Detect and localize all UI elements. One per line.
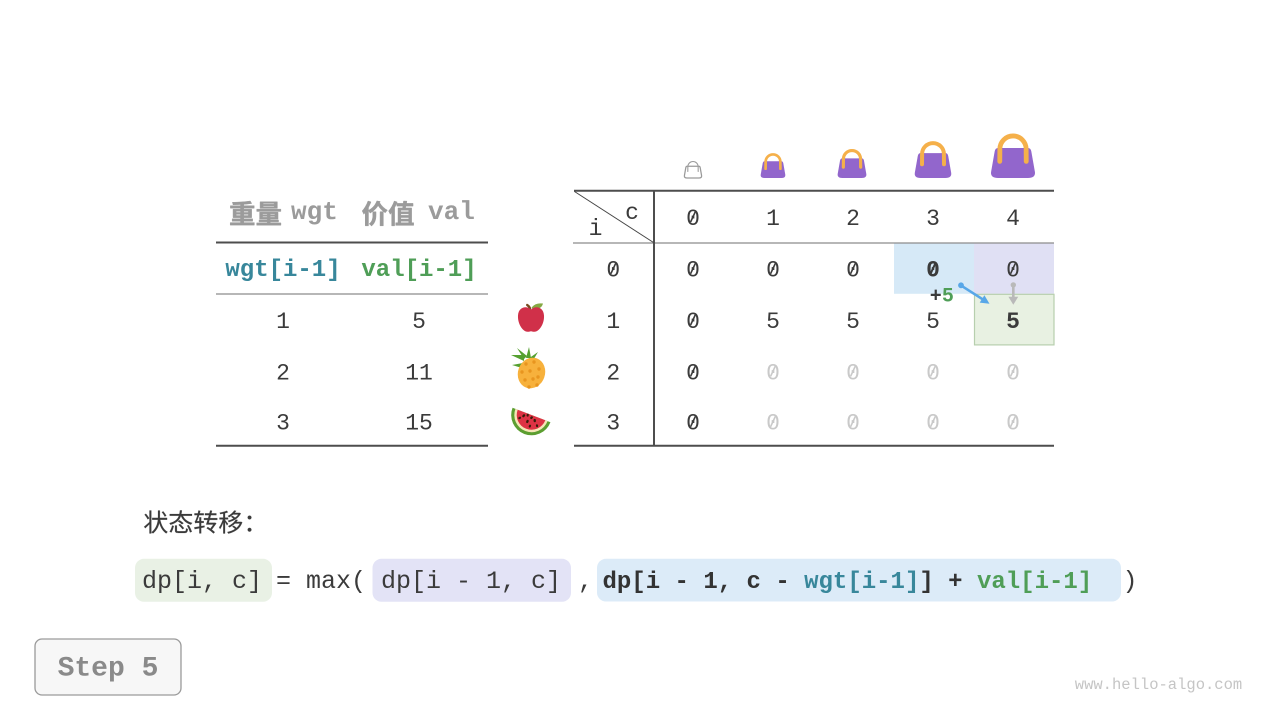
svg-text:Step 5: Step 5 [58,654,159,685]
svg-text:5: 5 [1006,309,1020,335]
svg-text:0: 0 [846,360,860,386]
svg-text:3: 3 [606,411,620,437]
svg-text:dp[i - 1, c]: dp[i - 1, c] [381,567,561,596]
svg-text:0: 0 [1006,411,1020,437]
svg-text:2: 2 [846,206,860,232]
svg-text:wgt[i-1]: wgt[i-1] [225,257,340,284]
svg-text:0: 0 [686,206,700,232]
svg-text:0: 0 [766,411,780,437]
svg-text:1: 1 [276,309,290,335]
svg-text:0: 0 [686,411,700,437]
svg-text:15: 15 [405,411,433,437]
svg-text:0: 0 [766,360,780,386]
svg-text:5: 5 [926,309,940,335]
svg-text:dp[i - 1, c -: dp[i - 1, c - [603,569,790,596]
svg-text:val: val [428,197,475,227]
svg-text:0: 0 [766,258,780,284]
svg-text:3: 3 [926,206,940,232]
svg-text:11: 11 [405,360,433,386]
svg-text:= max(: = max( [276,567,366,596]
svg-text:5: 5 [412,309,426,335]
svg-text:www.hello-algo.com: www.hello-algo.com [1075,676,1242,694]
svg-text:wgt[i-1]: wgt[i-1] [804,569,919,596]
svg-text:0: 0 [846,258,860,284]
svg-text:i: i [589,216,603,242]
svg-text:5: 5 [846,309,860,335]
svg-text:0: 0 [926,411,940,437]
svg-text:dp[i, c]: dp[i, c] [142,567,262,596]
svg-text:1: 1 [766,206,780,232]
svg-text:): ) [1123,567,1138,596]
svg-text:] +: ] + [919,569,962,596]
svg-text:0: 0 [846,411,860,437]
svg-text:1: 1 [606,309,620,335]
svg-text:c: c [625,200,639,226]
svg-text:0: 0 [686,360,700,386]
svg-text:5: 5 [766,309,780,335]
svg-text:0: 0 [926,360,940,386]
svg-text:val[i-1]: val[i-1] [361,257,476,284]
svg-text:4: 4 [1006,206,1020,232]
svg-text:wgt: wgt [291,197,338,227]
svg-text:,: , [578,567,593,596]
svg-text:3: 3 [276,411,290,437]
svg-text:0: 0 [686,258,700,284]
svg-text:0: 0 [606,258,620,284]
svg-text:+5: +5 [930,286,954,309]
svg-text:0: 0 [1006,360,1020,386]
svg-text:2: 2 [276,360,290,386]
svg-text:2: 2 [606,360,620,386]
svg-text:0: 0 [1006,258,1020,284]
svg-text:val[i-1]: val[i-1] [977,569,1092,596]
svg-text:0: 0 [686,309,700,335]
